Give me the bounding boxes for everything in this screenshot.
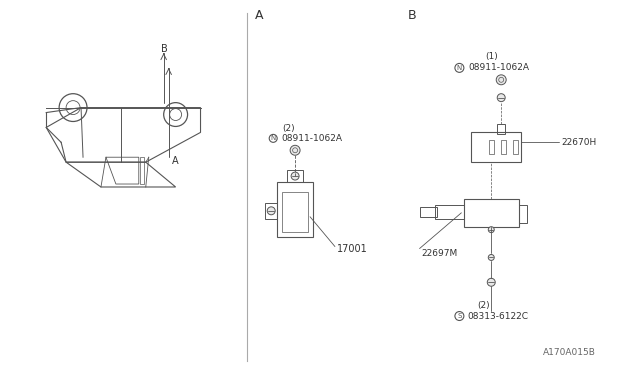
Circle shape	[291, 172, 299, 180]
Bar	[497, 125, 505, 134]
Circle shape	[268, 207, 275, 215]
Text: N: N	[271, 135, 276, 141]
Text: 22697M: 22697M	[422, 249, 458, 258]
Bar	[465, 199, 519, 227]
Text: A170A015B: A170A015B	[543, 348, 595, 357]
Text: (2): (2)	[477, 301, 490, 310]
Circle shape	[488, 227, 494, 232]
Bar	[501, 140, 506, 154]
Bar	[265, 203, 277, 219]
Circle shape	[290, 145, 300, 155]
Text: 17001: 17001	[337, 244, 367, 254]
Circle shape	[496, 75, 506, 85]
Text: N: N	[457, 65, 462, 71]
Text: (2): (2)	[282, 124, 294, 133]
Text: B: B	[161, 44, 168, 54]
Circle shape	[487, 278, 495, 286]
Text: A: A	[255, 9, 264, 22]
Bar	[277, 182, 313, 237]
Text: B: B	[408, 9, 416, 22]
Bar	[519, 205, 527, 223]
Text: 08911-1062A: 08911-1062A	[468, 63, 529, 73]
Bar	[471, 132, 521, 162]
Bar	[489, 140, 494, 154]
Circle shape	[488, 254, 494, 260]
Text: 22670H: 22670H	[561, 138, 596, 147]
Text: 08313-6122C: 08313-6122C	[467, 311, 529, 321]
Bar	[420, 207, 438, 217]
Text: A: A	[172, 156, 179, 166]
Bar	[435, 205, 465, 219]
Bar	[287, 170, 303, 182]
Text: (1): (1)	[485, 52, 498, 61]
Text: 08911-1062A: 08911-1062A	[281, 134, 342, 143]
Bar	[513, 140, 518, 154]
Circle shape	[497, 94, 505, 102]
Bar	[282, 192, 308, 232]
Text: S: S	[457, 313, 461, 319]
